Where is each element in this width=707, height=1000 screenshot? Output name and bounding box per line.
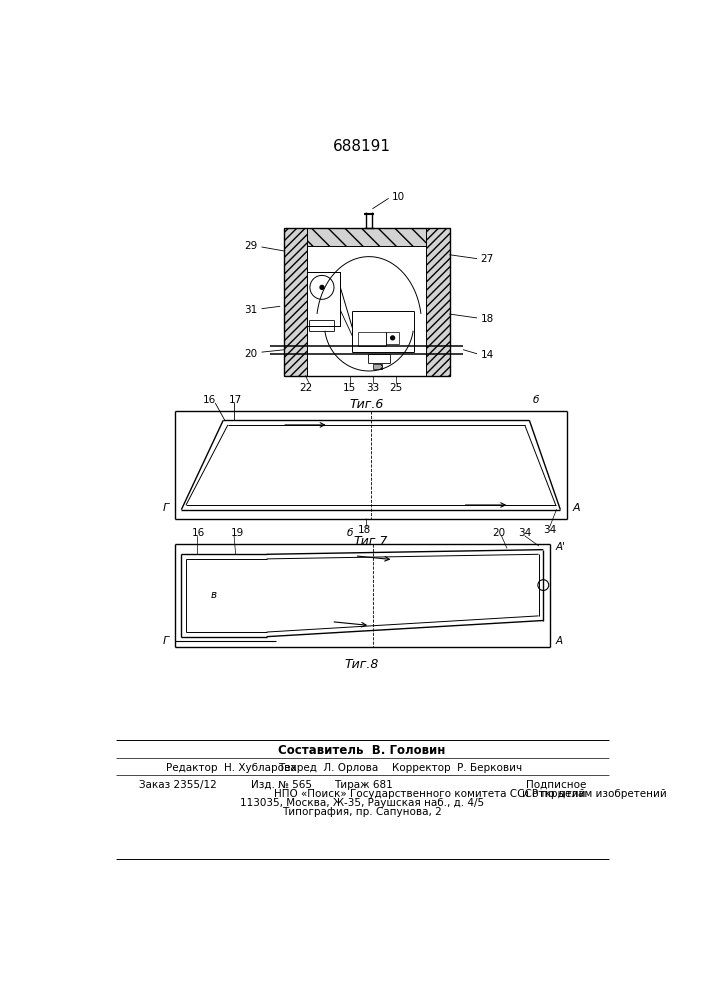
Text: 22: 22 [299,383,312,393]
Text: 14: 14 [481,350,493,360]
Text: 34: 34 [518,528,532,538]
Text: Составитель  В. Головин: Составитель В. Головин [279,744,445,757]
Text: Типография, пр. Сапунова, 2: Типография, пр. Сапунова, 2 [282,807,442,817]
Text: 16: 16 [203,395,216,405]
Bar [373,364,382,369]
Circle shape [320,285,324,289]
Circle shape [391,336,395,340]
Bar [426,228,450,376]
Text: Тираж 681: Тираж 681 [334,780,393,790]
Text: 34: 34 [543,525,556,535]
Text: Τиг.7: Τиг.7 [354,535,387,548]
Text: Г: Г [163,503,169,513]
Text: 15: 15 [343,383,356,393]
Text: 31: 31 [244,305,257,315]
Text: Редактор  Н. Хубларова: Редактор Н. Хубларова [166,763,296,773]
Text: 20: 20 [244,349,257,359]
Text: Корректор  Р. Беркович: Корректор Р. Беркович [392,763,522,773]
Text: Техред  Л. Орлова: Техред Л. Орлова [279,763,379,773]
Text: б: б [532,395,539,405]
Text: Подписное: Подписное [526,780,587,790]
Text: А': А' [556,542,566,552]
Bar [307,272,340,326]
Text: б: б [347,528,354,538]
Text: Изд. № 565: Изд. № 565 [251,780,312,790]
Text: 25: 25 [390,383,403,393]
Text: 113035, Москва, Ж-35, Раушская наб., д. 4/5: 113035, Москва, Ж-35, Раушская наб., д. … [240,798,484,808]
Text: 10: 10 [392,192,405,202]
Text: Τиг.6: Τиг.6 [349,398,384,411]
Text: А: А [573,503,580,513]
Text: А: А [556,636,563,646]
Text: Г: Г [163,636,169,646]
Text: 18: 18 [358,525,371,535]
Text: 18: 18 [481,314,493,324]
Text: 20: 20 [493,528,506,538]
Bar [387,332,399,344]
Text: 17: 17 [229,395,243,405]
Text: 688191: 688191 [333,139,391,154]
Bar [307,228,426,246]
Text: НПО «Поиск» Государственного комитета СССР по делам изобретений: НПО «Поиск» Государственного комитета СС… [274,789,667,799]
Text: 16: 16 [192,528,205,538]
Text: 33: 33 [366,383,380,393]
Text: Τиг.8: Τиг.8 [345,658,379,671]
Text: 19: 19 [230,528,244,538]
Bar [284,228,307,376]
Text: 27: 27 [481,254,493,264]
Text: 29: 29 [244,241,257,251]
Text: в: в [211,590,217,600]
Text: Заказ 2355/12: Заказ 2355/12 [139,780,216,790]
Text: и открытий: и открытий [522,789,586,799]
